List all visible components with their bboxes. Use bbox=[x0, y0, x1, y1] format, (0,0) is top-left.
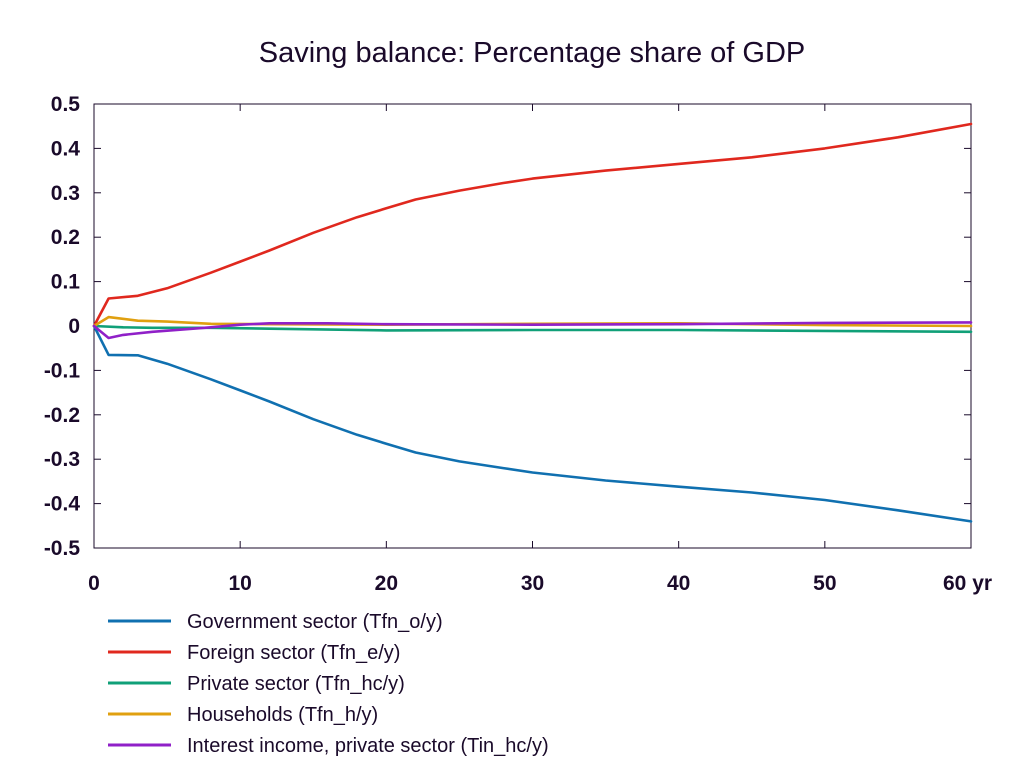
x-tick-label: 30 bbox=[521, 572, 544, 595]
y-tick-label: -0.3 bbox=[44, 448, 80, 471]
legend-label: Private sector (Tfn_hc/y) bbox=[187, 673, 405, 695]
y-tick-label: -0.1 bbox=[44, 359, 81, 382]
y-tick-label: 0.1 bbox=[51, 271, 81, 294]
x-tick-label: 60 yr bbox=[943, 572, 992, 595]
x-tick-label: 0 bbox=[88, 572, 100, 595]
y-tick-label: 0.2 bbox=[51, 226, 80, 249]
x-tick-label: 20 bbox=[375, 572, 398, 595]
y-tick-label: 0.4 bbox=[51, 137, 81, 160]
legend-label: Interest income, private sector (Tin_hc/… bbox=[187, 735, 549, 757]
x-tick-label: 40 bbox=[667, 572, 690, 595]
y-tick-label: -0.5 bbox=[44, 537, 81, 560]
x-tick-label: 50 bbox=[813, 572, 836, 595]
chart-title: Saving balance: Percentage share of GDP bbox=[259, 37, 806, 69]
axes: 0.5 0.4 0.3 0.2 0.1 0 -0.1 -0.2 -0.3 -0.4 -0.5 0 10 2… bbox=[44, 93, 992, 595]
series-line-4 bbox=[92, 321, 973, 340]
legend: Government sector (Tfn_o/y) Foreign secto… bbox=[108, 611, 549, 757]
legend-label: Households (Tfn_h/y) bbox=[187, 704, 378, 726]
legend-label: Government sector (Tfn_o/y) bbox=[187, 611, 443, 633]
legend-label: Foreign sector (Tfn_e/y) bbox=[187, 642, 400, 664]
y-tick-label: 0.3 bbox=[51, 182, 80, 205]
series-line-1 bbox=[92, 122, 973, 328]
x-tick-label: 10 bbox=[228, 572, 251, 595]
series-line-2 bbox=[92, 324, 973, 334]
y-tick-label: -0.2 bbox=[44, 404, 80, 427]
y-tick-label: -0.4 bbox=[44, 493, 81, 516]
series-lines bbox=[92, 122, 973, 523]
series-line-0 bbox=[92, 324, 973, 523]
y-tick-label: 0 bbox=[68, 315, 80, 338]
y-tick-label: 0.5 bbox=[51, 93, 81, 116]
